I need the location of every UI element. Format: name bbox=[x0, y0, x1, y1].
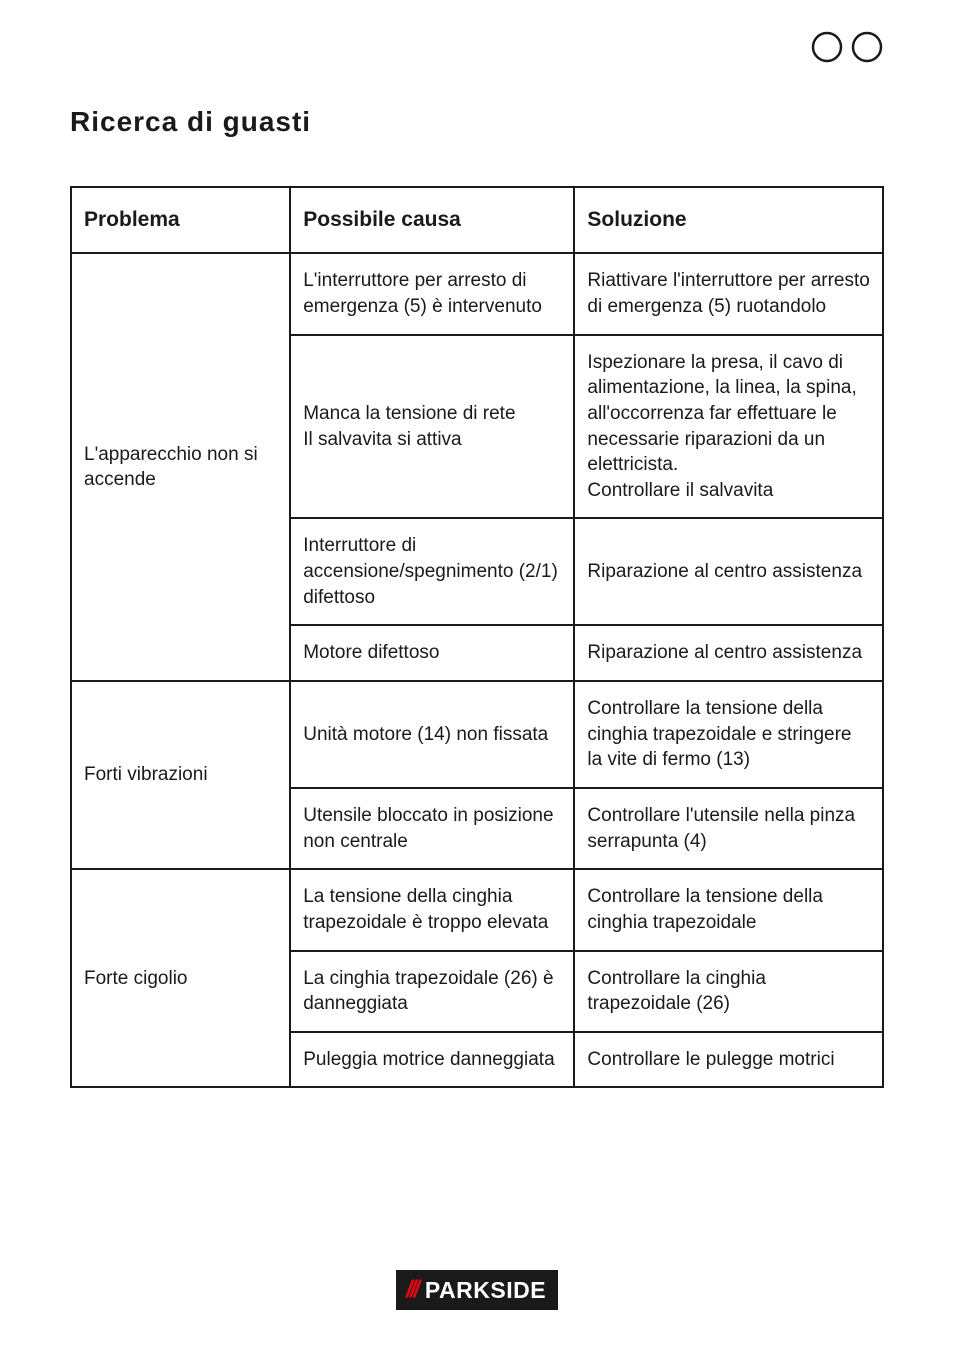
page-title: Ricerca di guasti bbox=[70, 106, 884, 138]
brand-logo: /// PARKSIDE bbox=[396, 1270, 558, 1310]
cell-causa: Unità motore (14) non fissata bbox=[290, 681, 574, 788]
cell-soluzione: Controllare la tensione della cinghia tr… bbox=[574, 681, 883, 788]
footer-logo: /// PARKSIDE bbox=[0, 1270, 954, 1310]
cell-causa: La cinghia trapezoidale (26) è danneggia… bbox=[290, 951, 574, 1032]
cell-problema: Forte cigolio bbox=[71, 869, 290, 1087]
col-header-problema: Problema bbox=[71, 187, 290, 253]
cell-soluzione: Riparazione al centro assistenza bbox=[574, 625, 883, 681]
cell-causa: La tensione della cinghia trapezoidale è… bbox=[290, 869, 574, 950]
cell-causa: Manca la tensione di rete Il salvavita s… bbox=[290, 335, 574, 519]
cell-causa: Puleggia motrice danneggiata bbox=[290, 1032, 574, 1088]
page: Ricerca di guasti Problema Possibile cau… bbox=[0, 0, 954, 1354]
logo-slashes-icon: /// bbox=[406, 1276, 417, 1304]
table-row: Forti vibrazioniUnità motore (14) non fi… bbox=[71, 681, 883, 788]
circle-icon bbox=[850, 30, 884, 64]
cell-soluzione: Ispezionare la presa, il cavo di aliment… bbox=[574, 335, 883, 519]
cell-soluzione: Controllare l'utensile nella pinza serra… bbox=[574, 788, 883, 869]
table-header-row: Problema Possibile causa Soluzione bbox=[71, 187, 883, 253]
cell-causa: Interruttore di accensione/spegnimento (… bbox=[290, 518, 574, 625]
cell-causa: L'interruttore per arresto di emergenza … bbox=[290, 253, 574, 334]
table-row: Forte cigolioLa tensione della cinghia t… bbox=[71, 869, 883, 950]
circle-icon bbox=[810, 30, 844, 64]
cell-soluzione: Controllare la cinghia trapezoidale (26) bbox=[574, 951, 883, 1032]
table-row: L'apparecchio non si accendeL'interrutto… bbox=[71, 253, 883, 334]
cell-soluzione: Riattivare l'interruttore per arresto di… bbox=[574, 253, 883, 334]
cell-problema: Forti vibrazioni bbox=[71, 681, 290, 869]
col-header-soluzione: Soluzione bbox=[574, 187, 883, 253]
cell-soluzione: Controllare la tensione della cinghia tr… bbox=[574, 869, 883, 950]
logo-text: PARKSIDE bbox=[425, 1277, 546, 1304]
cell-causa: Utensile bloccato in posizione non centr… bbox=[290, 788, 574, 869]
cell-causa: Motore difettoso bbox=[290, 625, 574, 681]
cell-soluzione: Controllare le pulegge motrici bbox=[574, 1032, 883, 1088]
cell-problema: L'apparecchio non si accende bbox=[71, 253, 290, 681]
header-icons bbox=[810, 30, 884, 64]
cell-soluzione: Riparazione al centro assistenza bbox=[574, 518, 883, 625]
col-header-causa: Possibile causa bbox=[290, 187, 574, 253]
troubleshooting-table: Problema Possibile causa Soluzione L'app… bbox=[70, 186, 884, 1088]
